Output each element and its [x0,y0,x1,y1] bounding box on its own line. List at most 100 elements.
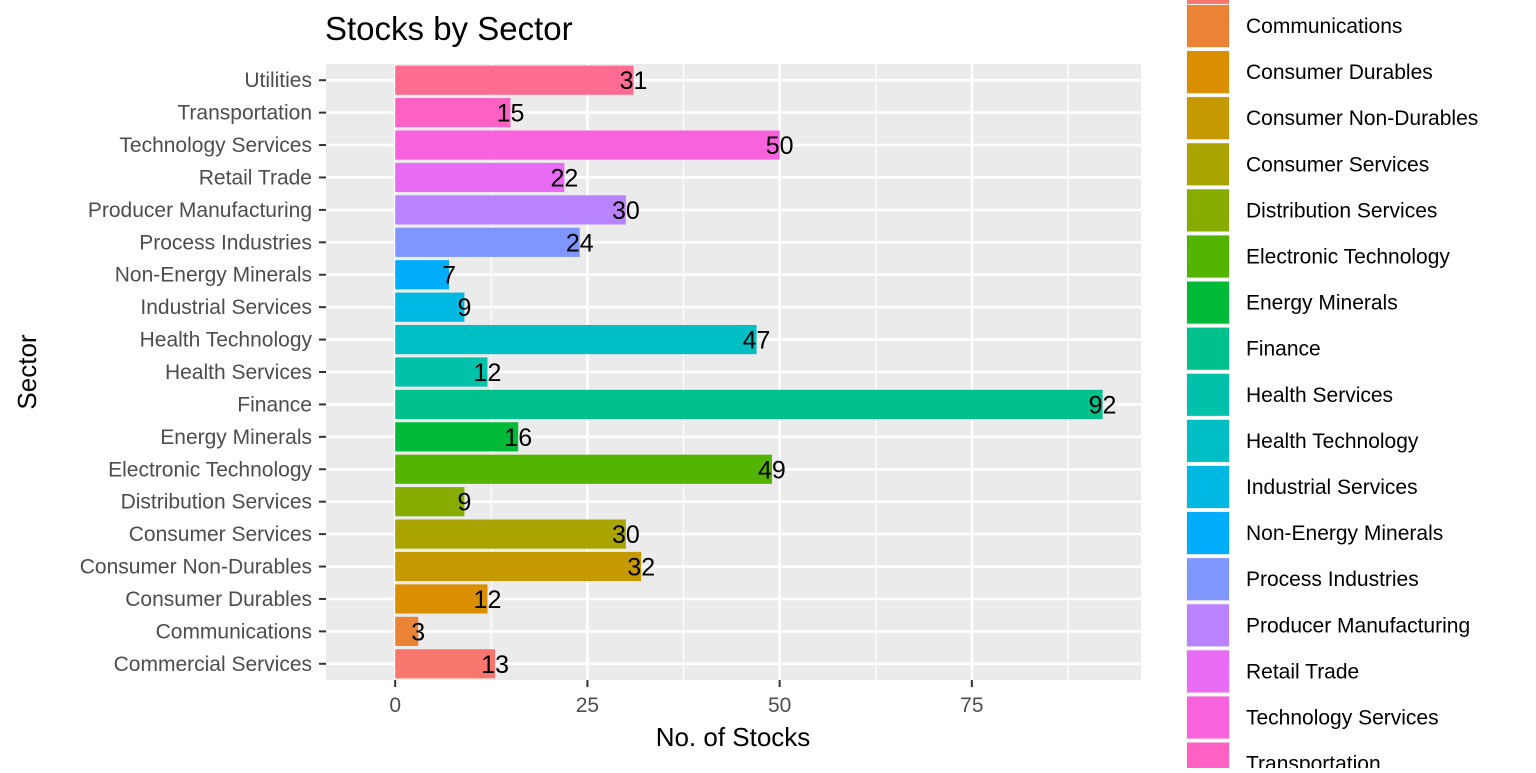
legend-key [1187,465,1229,509]
legend-label: Health Services [1246,384,1393,407]
legend-key [1187,327,1229,370]
bar [395,389,1103,420]
legend-label: Communications [1246,15,1402,38]
bar-value-label: 32 [627,554,655,582]
bar [395,519,626,549]
bar-value-label: 47 [743,327,771,355]
bar [395,357,488,387]
legend-label: Energy Minerals [1246,292,1398,315]
legend-label: Consumer Durables [1246,61,1433,84]
y-tick-label: Health Services [165,361,312,384]
bar [395,195,626,225]
bar-value-label: 9 [457,489,471,517]
y-axis-ticks: Commercial Services Communications Consume… [80,69,326,676]
legend-key [1187,97,1229,140]
legend-key [1187,696,1229,739]
bar-value-label: 9 [457,294,471,322]
legend-key [1187,4,1229,48]
x-tick-label: 25 [576,694,599,717]
bar-value-label: 24 [566,229,594,257]
legend-key [1187,281,1229,324]
bar [395,616,419,646]
legend-label: Health Technology [1246,430,1419,453]
y-tick-label: Non-Energy Minerals [115,264,312,287]
x-axis-title: No. of Stocks [656,722,811,752]
legend-label: Transportation [1246,753,1381,768]
y-tick-label: Producer Manufacturing [88,199,312,222]
legend-label: Retail Trade [1246,660,1359,683]
bar [395,227,580,257]
x-tick-label: 0 [389,694,401,717]
y-tick-label: Health Technology [140,329,313,352]
y-tick-label: Consumer Services [129,523,312,546]
legend-label: Electronic Technology [1246,246,1450,269]
bar [395,130,780,160]
bar-value-label: 3 [411,618,425,646]
legend-key [1187,742,1229,773]
legend-label: Technology Services [1246,707,1439,730]
legend-label: Finance [1246,338,1321,361]
legend-label: Distribution Services [1246,199,1437,222]
legend-label: Consumer Services [1246,153,1429,176]
y-tick-label: Process Industries [139,231,312,254]
bar [395,487,465,517]
y-tick-label: Consumer Non-Durables [80,556,312,579]
y-tick-label: Industrial Services [140,296,312,319]
legend-label: Process Industries [1246,568,1419,591]
y-tick-label: Transportation [177,102,312,125]
bar-value-label: 15 [497,100,525,128]
legend-label: Consumer Non-Durables [1246,107,1478,130]
bar-value-label: 49 [758,456,786,484]
bar [395,422,519,452]
y-tick-label: Utilities [244,69,312,92]
bar-value-label: 22 [550,164,578,192]
legend-label: Producer Manufacturing [1246,614,1470,637]
legend: Communications Consumer Durables Consumer … [1186,0,1478,773]
legend-key [1187,373,1229,416]
y-tick-label: Consumer Durables [125,588,312,611]
bar [395,324,757,355]
bar-value-label: 16 [504,424,532,452]
y-tick-label: Retail Trade [199,166,312,189]
y-tick-label: Energy Minerals [160,426,312,449]
bar [395,551,642,582]
bar-value-label: 31 [620,67,648,95]
legend-key [1187,604,1229,647]
legend-key [1187,650,1229,693]
bar-value-label: 7 [442,262,456,290]
bar-value-label: 30 [612,197,640,225]
legend-key [1187,558,1229,601]
bar [395,649,496,679]
bar [395,260,450,290]
legend-label: Industrial Services [1246,476,1418,499]
y-tick-label: Commercial Services [114,653,312,676]
bar [395,98,511,128]
legend-key [1187,51,1229,94]
bar-value-label: 92 [1089,391,1117,419]
bar-value-label: 50 [766,132,794,160]
y-axis-title: Sector [12,334,42,409]
bar-value-label: 30 [612,521,640,549]
bar-value-label: 12 [474,586,502,614]
legend-key [1187,512,1229,555]
bar [395,65,634,95]
bar [395,584,488,614]
y-tick-label: Technology Services [119,134,312,157]
legend-key [1187,235,1229,278]
bar-value-label: 12 [474,359,502,387]
x-axis-ticks: 0 25 50 75 [389,680,984,717]
y-tick-label: Communications [156,620,312,643]
bars [395,65,1103,679]
y-tick-label: Electronic Technology [108,458,312,481]
bar [395,292,465,322]
y-tick-label: Distribution Services [121,491,312,514]
x-tick-label: 75 [960,694,983,717]
legend-label: Non-Energy Minerals [1246,522,1443,545]
bar [395,454,772,484]
chart-title: Stocks by Sector [325,10,573,47]
legend-key [1187,189,1229,232]
y-tick-label: Finance [237,393,312,416]
